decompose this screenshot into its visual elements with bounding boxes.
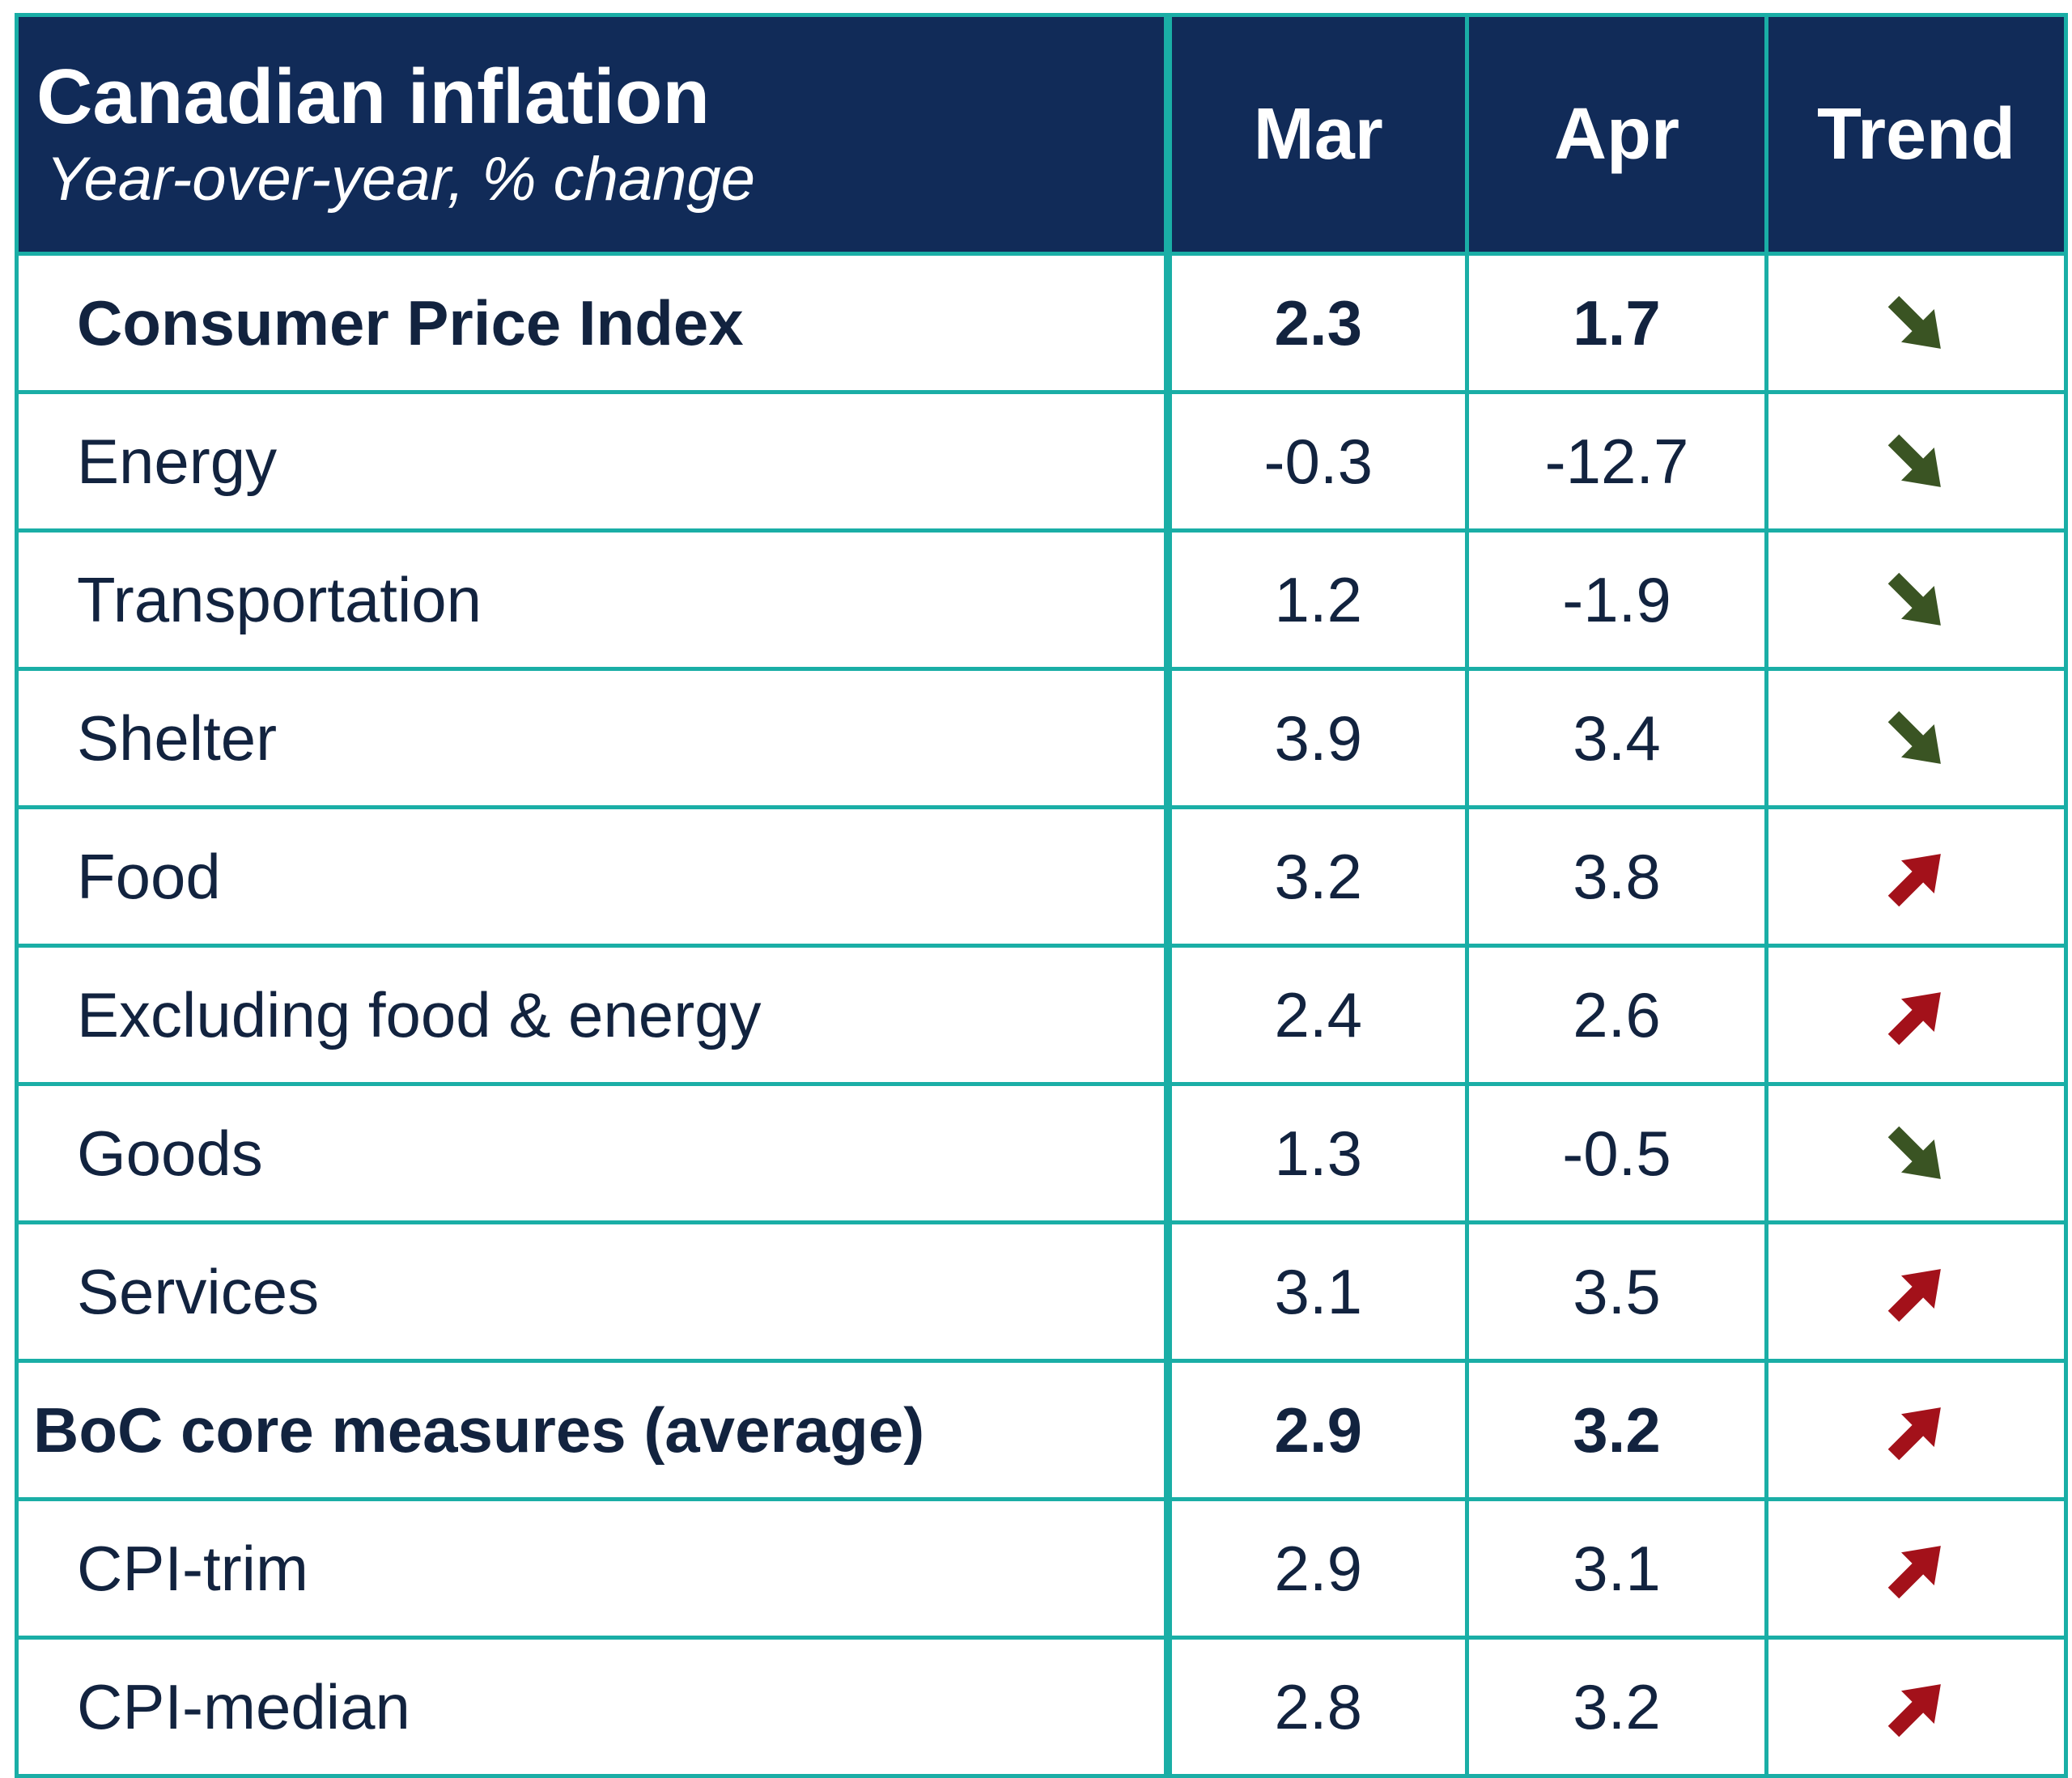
value-apr: 3.2 [1465, 1359, 1768, 1501]
row-label: Shelter [15, 667, 1172, 809]
value-mar: 1.3 [1166, 1082, 1469, 1224]
value-mar: 2.9 [1166, 1359, 1469, 1501]
value-apr: 3.5 [1465, 1220, 1768, 1363]
table-title-cell: Canadian inflation Year-over-year, % cha… [15, 13, 1172, 256]
trend-down-arrow-icon [1887, 572, 1941, 626]
row-label: CPI-trim [15, 1497, 1172, 1640]
trend-arrow-shape [1887, 711, 1941, 764]
trend-cell [1764, 1497, 2068, 1640]
value-apr: 3.4 [1465, 667, 1768, 809]
value-mar: 3.1 [1166, 1220, 1469, 1363]
table-row: BoC core measures (average) 2.9 3.2 [15, 1359, 2068, 1501]
table-row: Services 3.1 3.5 [15, 1220, 2068, 1363]
table-title: Canadian inflation [36, 53, 711, 140]
value-mar: 3.9 [1166, 667, 1469, 809]
value-mar: 2.8 [1166, 1636, 1469, 1778]
trend-cell [1764, 390, 2068, 533]
value-mar: -0.3 [1166, 390, 1469, 533]
table-subtitle: Year-over-year, % change [46, 145, 755, 214]
trend-up-arrow-icon [1887, 1683, 1941, 1737]
trend-arrow-shape [1887, 1407, 1941, 1460]
value-mar: 1.2 [1166, 528, 1469, 671]
column-header-mar: Mar [1166, 13, 1469, 256]
table-row: Consumer Price Index 2.3 1.7 [15, 252, 2068, 394]
table-row: Goods 1.3 -0.5 [15, 1082, 2068, 1224]
trend-down-arrow-icon [1887, 1126, 1941, 1179]
trend-arrow-shape [1887, 1545, 1941, 1598]
trend-cell [1764, 667, 2068, 809]
trend-cell [1764, 1082, 2068, 1224]
value-mar: 2.3 [1166, 252, 1469, 394]
row-label: Goods [15, 1082, 1172, 1224]
trend-cell [1764, 944, 2068, 1086]
inflation-table-container: Canadian inflation Year-over-year, % cha… [15, 13, 2068, 1778]
trend-cell [1764, 805, 2068, 948]
value-apr: -0.5 [1465, 1082, 1768, 1224]
row-label: BoC core measures (average) [15, 1359, 1172, 1501]
trend-arrow-shape [1887, 295, 1941, 349]
table-row: Excluding food & energy 2.4 2.6 [15, 944, 2068, 1086]
table-row: Food 3.2 3.8 [15, 805, 2068, 948]
column-header-trend: Trend [1764, 13, 2068, 256]
value-mar: 3.2 [1166, 805, 1469, 948]
trend-up-arrow-icon [1887, 1545, 1941, 1598]
row-label: Excluding food & energy [15, 944, 1172, 1086]
row-label: CPI-median [15, 1636, 1172, 1778]
trend-arrow-shape [1887, 1268, 1941, 1322]
trend-arrow-shape [1887, 1126, 1941, 1179]
column-header-apr: Apr [1465, 13, 1768, 256]
trend-arrow-shape [1887, 572, 1941, 626]
trend-cell [1764, 252, 2068, 394]
value-apr: -12.7 [1465, 390, 1768, 533]
row-label: Transportation [15, 528, 1172, 671]
trend-arrow-shape [1887, 434, 1941, 487]
value-apr: 3.8 [1465, 805, 1768, 948]
trend-up-arrow-icon [1887, 853, 1941, 906]
trend-cell [1764, 1359, 2068, 1501]
trend-up-arrow-icon [1887, 1407, 1941, 1460]
table-body: Consumer Price Index 2.3 1.7 Energy -0.3 -12.… [15, 252, 2068, 1778]
table-row: CPI-median 2.8 3.2 [15, 1636, 2068, 1778]
trend-up-arrow-icon [1887, 991, 1941, 1045]
header-row: Canadian inflation Year-over-year, % cha… [15, 13, 2068, 256]
trend-down-arrow-icon [1887, 711, 1941, 764]
row-label: Services [15, 1220, 1172, 1363]
value-apr: -1.9 [1465, 528, 1768, 671]
value-mar: 2.9 [1166, 1497, 1469, 1640]
table-row: Shelter 3.9 3.4 [15, 667, 2068, 809]
value-apr: 2.6 [1465, 944, 1768, 1086]
trend-cell [1764, 1220, 2068, 1363]
value-apr: 1.7 [1465, 252, 1768, 394]
row-label: Energy [15, 390, 1172, 533]
trend-up-arrow-icon [1887, 1268, 1941, 1322]
trend-cell [1764, 528, 2068, 671]
table-row: Transportation 1.2 -1.9 [15, 528, 2068, 671]
row-label: Consumer Price Index [15, 252, 1172, 394]
value-mar: 2.4 [1166, 944, 1469, 1086]
table-row: Energy -0.3 -12.7 [15, 390, 2068, 533]
trend-cell [1764, 1636, 2068, 1778]
trend-arrow-shape [1887, 991, 1941, 1045]
value-apr: 3.2 [1465, 1636, 1768, 1778]
value-apr: 3.1 [1465, 1497, 1768, 1640]
row-label: Food [15, 805, 1172, 948]
trend-down-arrow-icon [1887, 434, 1941, 487]
table-row: CPI-trim 2.9 3.1 [15, 1497, 2068, 1640]
inflation-table: Canadian inflation Year-over-year, % cha… [15, 13, 2068, 1778]
trend-arrow-shape [1887, 1683, 1941, 1737]
trend-down-arrow-icon [1887, 295, 1941, 349]
trend-arrow-shape [1887, 853, 1941, 906]
